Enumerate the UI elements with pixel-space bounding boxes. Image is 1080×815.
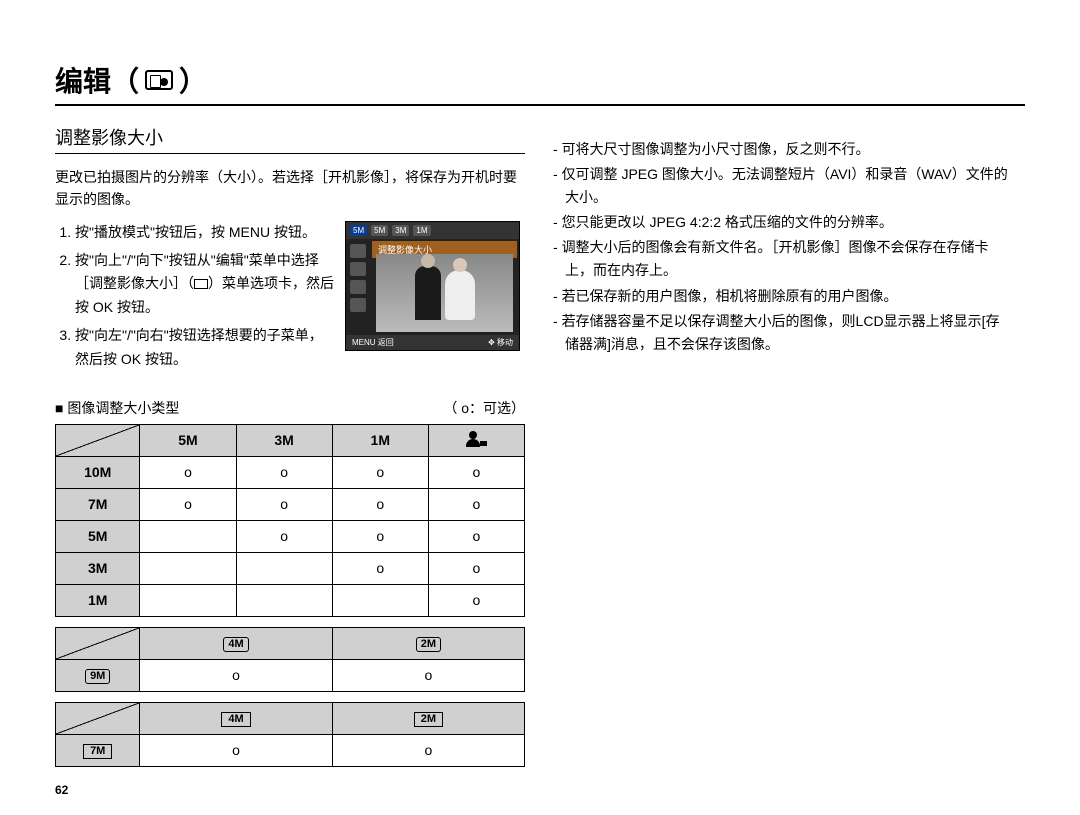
notes-list: 可将大尺寸图像调整为小尺寸图像，反之则不行。 仅可调整 JPEG 图像大小。无法… (553, 138, 1013, 356)
t2-0-0: o (140, 659, 332, 691)
photo-groom (415, 266, 441, 320)
table-caption: ■ 图像调整大小类型 （ o：可选） (55, 398, 525, 418)
lcd-bottom-left: MENU 返回 (352, 337, 394, 348)
startup-cam-icon (480, 441, 487, 446)
lcd-icon-2 (350, 262, 366, 276)
t1-0-3: o (428, 456, 524, 488)
note-4: 调整大小后的图像会有新文件名。［开机影像］图像不会保存在存储卡上，而在内存上。 (553, 236, 1013, 282)
lcd-top-bar: 5M 5M 3M 1M (346, 222, 519, 239)
table-caption-right: （ o：可选） (443, 398, 525, 418)
t1-2-2: o (332, 520, 428, 552)
resize-table-1: 5M 3M 1M 10Moooo 7Moooo 5Mooo 3Moo 1Mo (55, 424, 525, 617)
t1-r4: 3M (88, 560, 107, 576)
t1-r2: 7M (88, 496, 107, 512)
t1-2-0 (140, 520, 236, 552)
lcd-top-1: 5M (350, 225, 367, 236)
lcd-bottom-right: ✥ 移动 (488, 337, 513, 348)
lcd-icon-1 (350, 244, 366, 258)
note-3: 您只能更改以 JPEG 4:2:2 格式压缩的文件的分辨率。 (553, 211, 1013, 234)
t1-2-3: o (428, 520, 524, 552)
t1-0-2: o (332, 456, 428, 488)
lcd-left-icons (350, 244, 366, 312)
step-2: 按"向上"/"向下"按钮从"编辑"菜单中选择［调整影像大小］（）菜单选项卡，然后… (75, 249, 335, 320)
steps-list: 按"播放模式"按钮后，按 MENU 按钮。 按"向上"/"向下"按钮从"编辑"菜… (55, 221, 335, 376)
note-6: 若存储器容量不足以保存调整大小后的图像，则LCD显示器上将显示[存储器满]消息，… (553, 310, 1013, 356)
resize-icon (194, 279, 208, 289)
t3-r1: 7M (83, 744, 112, 759)
t1-r5: 1M (88, 592, 107, 608)
step-3: 按"向左"/"向右"按钮选择想要的子菜单，然后按 OK 按钮。 (75, 324, 335, 372)
lcd-icon-3 (350, 280, 366, 294)
title-text-1: 编辑（ (55, 60, 139, 100)
t1-c3: 1M (371, 432, 390, 448)
lcd-bottom-bar: MENU 返回 ✥ 移动 (346, 335, 519, 350)
sub-title: 调整影像大小 (55, 124, 525, 154)
t1-4-0 (140, 584, 236, 616)
note-1: 可将大尺寸图像调整为小尺寸图像，反之则不行。 (553, 138, 1013, 161)
t1-1-1: o (236, 488, 332, 520)
t1-c2: 3M (274, 432, 293, 448)
t1-3-2: o (332, 552, 428, 584)
resize-table-2: 4M 2M 9M oo (55, 627, 525, 692)
lcd-top-3: 3M (392, 225, 409, 236)
t1-c1: 5M (178, 432, 197, 448)
lcd-top-4: 1M (413, 225, 430, 236)
t1-0-0: o (140, 456, 236, 488)
step-1: 按"播放模式"按钮后，按 MENU 按钮。 (75, 221, 335, 245)
t3-0-1: o (332, 734, 524, 766)
lcd-top-2: 5M (371, 225, 388, 236)
lcd-icon-4 (350, 298, 366, 312)
table-caption-left: ■ 图像调整大小类型 (55, 398, 179, 418)
t2-c2: 2M (416, 637, 441, 652)
t1-3-1 (236, 552, 332, 584)
photo-bride (445, 270, 475, 320)
t2-c1: 4M (223, 637, 248, 652)
t1-r3: 5M (88, 528, 107, 544)
t1-r1: 10M (84, 464, 111, 480)
t1-1-2: o (332, 488, 428, 520)
page-title: 编辑（ ） (55, 60, 1025, 106)
description: 更改已拍摄图片的分辨率（大小）。若选择［开机影像］，将保存为开机时要显示的图像。 (55, 166, 525, 211)
t1-2-1: o (236, 520, 332, 552)
t1-4-2 (332, 584, 428, 616)
t3-c2: 2M (414, 712, 443, 727)
t3-0-0: o (140, 734, 332, 766)
page-number: 62 (55, 783, 68, 797)
resize-table-3: 4M 2M 7M oo (55, 702, 525, 767)
t1-4-3: o (428, 584, 524, 616)
title-text-2: ） (179, 60, 207, 100)
t3-c1: 4M (221, 712, 250, 727)
lcd-photo (376, 254, 513, 332)
t1-4-1 (236, 584, 332, 616)
lcd-preview: 5M 5M 3M 1M 调整影像大小 (345, 221, 520, 351)
t2-0-1: o (332, 659, 524, 691)
note-2: 仅可调整 JPEG 图像大小。无法调整短片（AVI）和录音（WAV）文件的大小。 (553, 163, 1013, 209)
note-5: 若已保存新的用户图像，相机将删除原有的用户图像。 (553, 285, 1013, 308)
t1-0-1: o (236, 456, 332, 488)
t1-1-3: o (428, 488, 524, 520)
t1-3-3: o (428, 552, 524, 584)
edit-icon (145, 70, 173, 90)
t1-1-0: o (140, 488, 236, 520)
t2-r1: 9M (85, 669, 110, 684)
t1-3-0 (140, 552, 236, 584)
